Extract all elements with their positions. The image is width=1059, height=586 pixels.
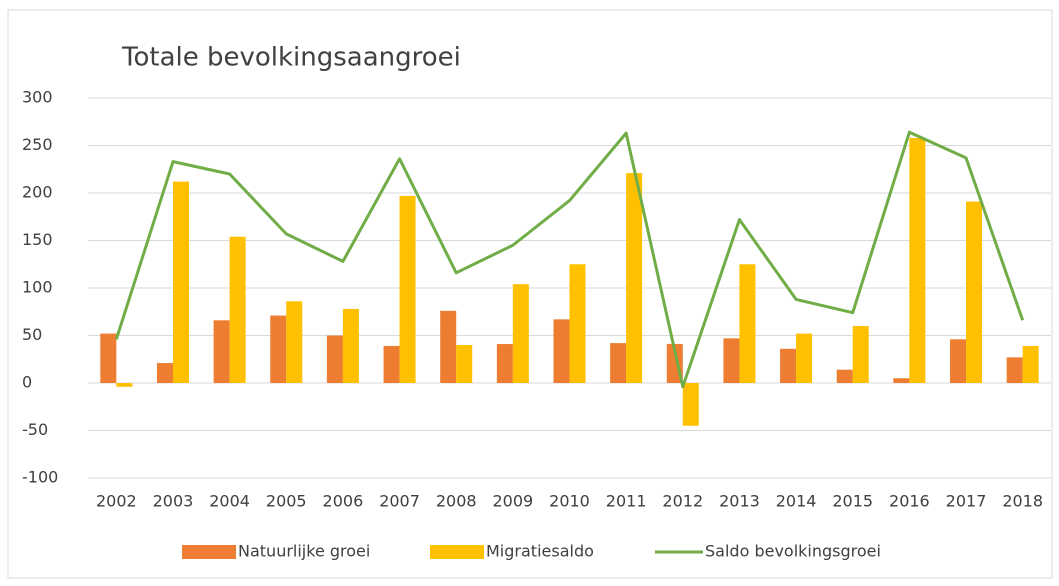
bar — [893, 378, 910, 383]
y-tick-label: 0 — [22, 373, 32, 392]
bar — [512, 284, 529, 383]
bar — [116, 383, 133, 387]
bar — [1022, 345, 1039, 383]
legend-label: Saldo bevolkingsgroei — [705, 542, 881, 561]
legend-swatch — [182, 545, 236, 559]
bar — [626, 173, 643, 383]
bar — [286, 301, 303, 383]
bar — [326, 335, 343, 383]
y-tick-label: 150 — [22, 230, 53, 249]
x-tick-label: 2011 — [606, 492, 647, 511]
y-tick-label: 250 — [22, 135, 53, 154]
x-tick-label: 2007 — [379, 492, 420, 511]
x-tick-label: 2003 — [153, 492, 194, 511]
y-tick-label: -50 — [22, 420, 48, 439]
bar — [723, 338, 740, 383]
bar — [342, 308, 359, 383]
bar — [270, 315, 287, 383]
x-tick-label: 2013 — [719, 492, 760, 511]
x-tick-label: 2006 — [323, 492, 364, 511]
x-tick-label: 2004 — [209, 492, 250, 511]
legend-label: Migratiesaldo — [486, 542, 594, 561]
bar — [796, 333, 813, 383]
bar — [950, 339, 967, 383]
bar — [739, 264, 756, 383]
bar — [909, 137, 926, 383]
x-tick-label: 2017 — [946, 492, 987, 511]
bar — [156, 363, 173, 383]
chart-title: Totale bevolkingsaangroei — [121, 43, 461, 73]
y-tick-label: -100 — [22, 468, 58, 487]
x-tick-label: 2015 — [832, 492, 873, 511]
bar — [836, 369, 853, 383]
bar — [780, 348, 797, 383]
x-tick-label: 2002 — [96, 492, 137, 511]
x-tick-label: 2005 — [266, 492, 307, 511]
y-tick-label: 100 — [22, 278, 53, 297]
y-tick-label: 200 — [22, 183, 53, 202]
line-series — [114, 130, 1025, 389]
bar — [553, 319, 570, 383]
bar — [496, 344, 513, 383]
bar — [383, 345, 400, 383]
x-tick-label: 2016 — [889, 492, 930, 511]
x-tick-label: 2018 — [1002, 492, 1043, 511]
bar — [610, 343, 627, 383]
legend-swatch — [430, 545, 484, 559]
x-tick-label: 2009 — [492, 492, 533, 511]
y-tick-label: 50 — [22, 325, 42, 344]
bar — [440, 310, 457, 383]
y-tick-label: 300 — [22, 88, 53, 107]
bar — [852, 326, 869, 383]
bar — [682, 383, 699, 426]
bar — [100, 333, 117, 383]
bar — [569, 264, 586, 383]
bar — [1006, 357, 1023, 383]
legend-label: Natuurlijke groei — [238, 542, 370, 561]
x-tick-label: 2008 — [436, 492, 477, 511]
x-tick-label: 2014 — [776, 492, 817, 511]
x-tick-label: 2010 — [549, 492, 590, 511]
x-tick-label: 2012 — [662, 492, 703, 511]
bar — [229, 236, 246, 383]
bar — [172, 181, 189, 383]
bar — [456, 345, 473, 383]
bar — [213, 320, 230, 383]
bar — [966, 201, 983, 383]
bar — [399, 195, 416, 383]
